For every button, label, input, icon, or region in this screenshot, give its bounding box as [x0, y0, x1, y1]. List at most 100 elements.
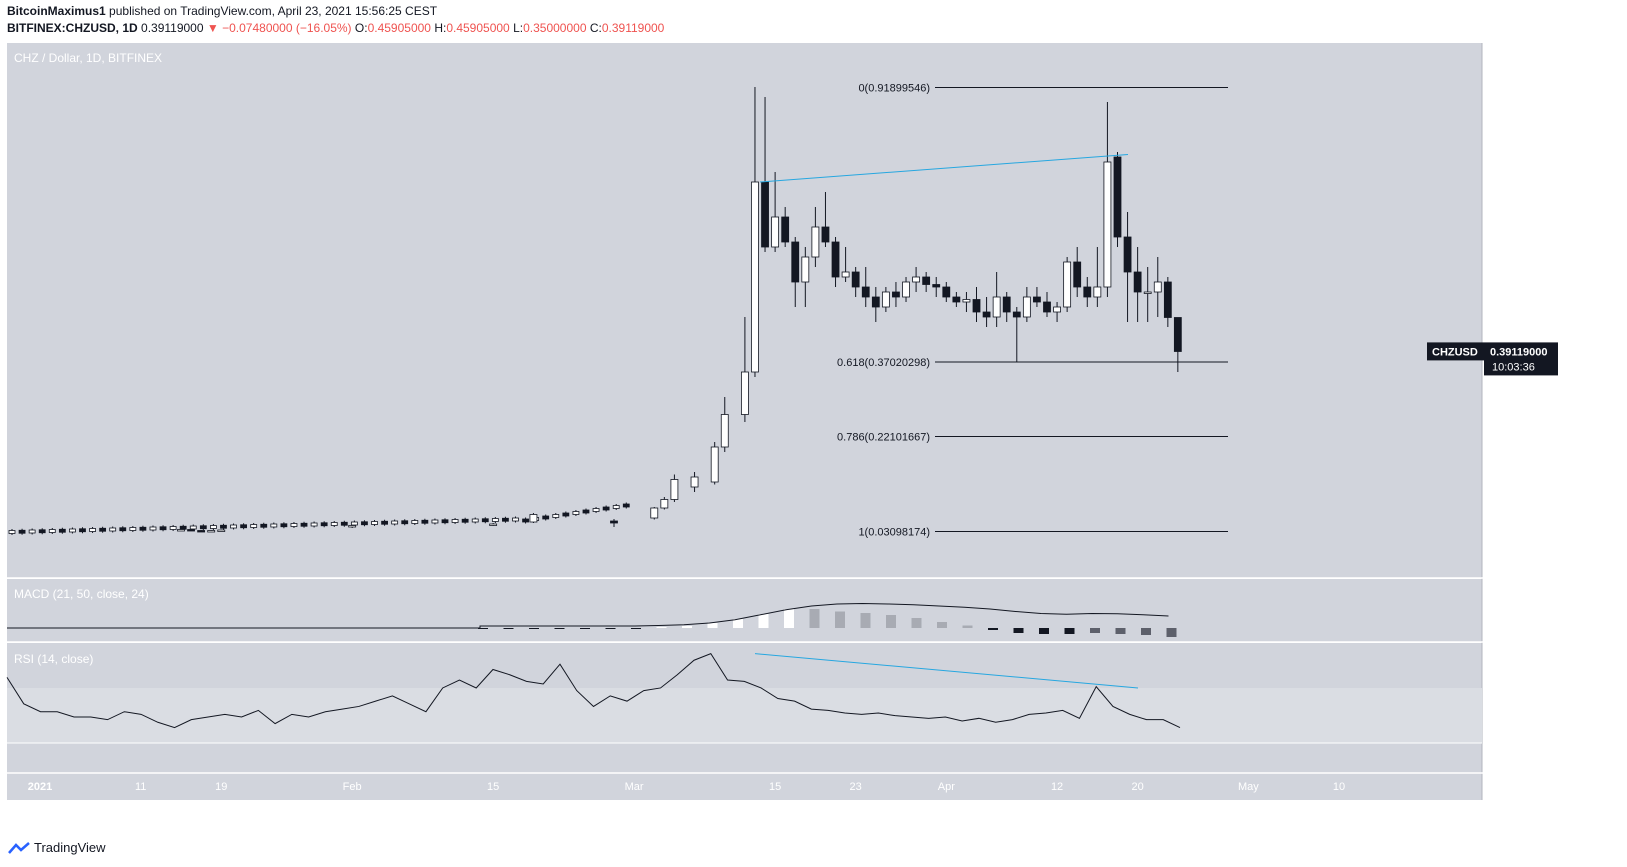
- candle-body: [280, 523, 288, 528]
- candle-body: [811, 226, 820, 258]
- candle-body: [1173, 317, 1182, 352]
- macd-histogram-bar: [911, 618, 922, 628]
- candle-body: [109, 527, 117, 532]
- author-name[interactable]: BitcoinMaximus1: [7, 4, 106, 18]
- price-axis-tick: 1.00000000: [1493, 42, 1551, 54]
- macd-axis-tick: 0.00000000: [1493, 623, 1551, 635]
- time-axis-tick: 23: [850, 781, 862, 793]
- candle-body: [1163, 281, 1172, 318]
- candle-body: [1012, 311, 1021, 318]
- candle-body: [431, 519, 439, 524]
- candle-body: [761, 181, 769, 248]
- macd-histogram-bar: [1090, 628, 1100, 633]
- candle-body: [522, 518, 529, 523]
- price-axis-unit: USD: [1512, 53, 1533, 64]
- candle-body: [350, 521, 358, 526]
- down-triangle-icon: ▼: [206, 21, 219, 35]
- time-axis-tick: Apr: [938, 781, 955, 793]
- candle-body: [8, 530, 16, 534]
- candle-body: [771, 216, 780, 248]
- candle-body: [542, 515, 550, 520]
- published-text: published on TradingView.com, April 23, …: [109, 4, 438, 18]
- candle-body: [169, 526, 177, 530]
- chart-title: CHZ / Dollar, 1D, BITFINEX: [14, 51, 162, 65]
- candle-body: [529, 514, 538, 523]
- high-value: 0.45905000: [446, 21, 510, 35]
- price-axis-tick: 0.80000000: [1493, 142, 1551, 154]
- price-axis-bg: [1482, 43, 1567, 800]
- candle-body: [710, 446, 719, 483]
- candle-body: [69, 528, 76, 533]
- change-value: −0.07480000 (−16.05%): [222, 21, 352, 35]
- candle-body: [411, 520, 419, 524]
- time-axis-tick: 10: [1333, 781, 1345, 793]
- main-pane-bg: [7, 43, 1482, 578]
- candle-body: [1053, 306, 1061, 313]
- publish-header: BitcoinMaximus1 published on TradingView…: [7, 4, 437, 18]
- candle-body: [99, 527, 107, 532]
- candle-body: [690, 476, 699, 488]
- macd-histogram-bar: [503, 628, 514, 629]
- candle-body: [582, 509, 590, 514]
- candle-body: [79, 528, 86, 533]
- candle-body: [119, 527, 127, 532]
- candle-body: [881, 291, 890, 308]
- rsi-trendline: [754, 653, 1139, 689]
- candle-body: [512, 517, 519, 522]
- candle-body: [932, 284, 941, 288]
- candle-body: [1022, 296, 1031, 318]
- macd-histogram-bar: [1115, 628, 1126, 634]
- low-label: L:: [513, 21, 524, 35]
- candle-body: [290, 523, 298, 527]
- candle-body: [572, 511, 580, 515]
- candle-body: [801, 256, 810, 283]
- candle-body: [781, 216, 790, 243]
- price-axis-tick: 0.90000000: [1493, 92, 1551, 104]
- candle-body: [1103, 161, 1112, 288]
- candle-body: [922, 276, 931, 285]
- candle-body: [187, 529, 195, 532]
- macd-histogram-bar: [1141, 628, 1151, 635]
- candle-body: [831, 241, 840, 278]
- candle-body: [650, 507, 659, 519]
- macd-histogram-bar: [605, 628, 616, 629]
- price-tag-symbol: CHZUSD: [1432, 346, 1478, 358]
- candle-body: [791, 241, 800, 283]
- candle-body: [1063, 261, 1072, 308]
- candle-body: [220, 524, 227, 529]
- macd-histogram-bar: [937, 622, 947, 628]
- candle-body: [330, 522, 338, 526]
- rsi-axis-tick: 100.00: [1493, 646, 1527, 658]
- candle-body: [489, 523, 498, 526]
- candle-body: [741, 371, 749, 415]
- candle-body: [902, 281, 910, 298]
- candle-body: [602, 506, 610, 511]
- price-axis-tick: 0.30000000: [1493, 392, 1551, 404]
- candle-body: [861, 286, 870, 298]
- candle-body: [441, 519, 449, 524]
- candle-body: [451, 519, 459, 523]
- last-price: 0.39119000: [141, 21, 204, 35]
- candle-body: [361, 521, 368, 526]
- open-label: O:: [354, 21, 368, 35]
- macd-histogram-bar: [1039, 628, 1049, 634]
- tradingview-footer[interactable]: TradingView: [8, 840, 106, 855]
- candle-body: [471, 518, 479, 523]
- candle-body: [340, 521, 348, 526]
- price-trendline: [759, 154, 1129, 183]
- candle-body: [310, 522, 318, 527]
- candle-body: [502, 517, 509, 522]
- candle-body: [1073, 261, 1082, 288]
- fib-level-label: 0.786(0.22101667): [837, 432, 930, 444]
- candle-body: [982, 311, 991, 318]
- time-axis-tick: Feb: [343, 781, 362, 793]
- candle-body: [199, 525, 207, 530]
- time-axis-tick: 12: [1051, 781, 1063, 793]
- candle-body: [821, 226, 830, 243]
- time-axis-tick: 2021: [28, 781, 52, 793]
- candle-body: [197, 530, 206, 533]
- candle-body: [381, 520, 388, 525]
- price-tag-countdown: 10:03:36: [1492, 361, 1535, 373]
- macd-histogram-bar: [962, 625, 973, 628]
